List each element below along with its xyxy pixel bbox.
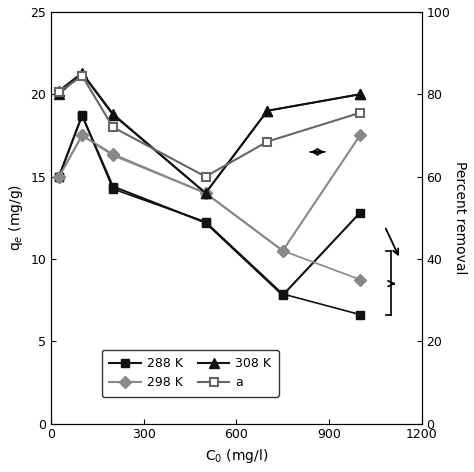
288 K [110, 184, 116, 189]
288 K [79, 113, 85, 118]
298 K [110, 152, 116, 158]
288 K [56, 174, 62, 179]
308 K [264, 108, 270, 114]
a [357, 110, 363, 116]
298 K [56, 174, 62, 179]
Line: 308 K: 308 K [54, 68, 365, 198]
Line: 288 K: 288 K [55, 111, 364, 299]
288 K [280, 292, 286, 298]
Legend: 288 K, 298 K, 308 K, a: 288 K, 298 K, 308 K, a [102, 350, 279, 397]
308 K [56, 88, 62, 94]
a [56, 89, 62, 95]
298 K [203, 190, 209, 196]
308 K [357, 92, 363, 97]
298 K [280, 248, 286, 253]
308 K [79, 70, 85, 76]
288 K [357, 210, 363, 216]
Line: a: a [55, 72, 364, 181]
Y-axis label: Percent removal: Percent removal [453, 161, 467, 275]
298 K [79, 133, 85, 138]
a [264, 139, 270, 144]
a [203, 174, 209, 179]
Y-axis label: q$_e$ (mg/g): q$_e$ (mg/g) [7, 184, 25, 252]
X-axis label: C$_0$ (mg/l): C$_0$ (mg/l) [205, 447, 268, 465]
288 K [203, 220, 209, 226]
298 K [357, 133, 363, 138]
Line: 298 K: 298 K [55, 131, 364, 255]
a [79, 73, 85, 79]
a [110, 125, 116, 130]
308 K [203, 190, 209, 196]
308 K [110, 111, 116, 117]
